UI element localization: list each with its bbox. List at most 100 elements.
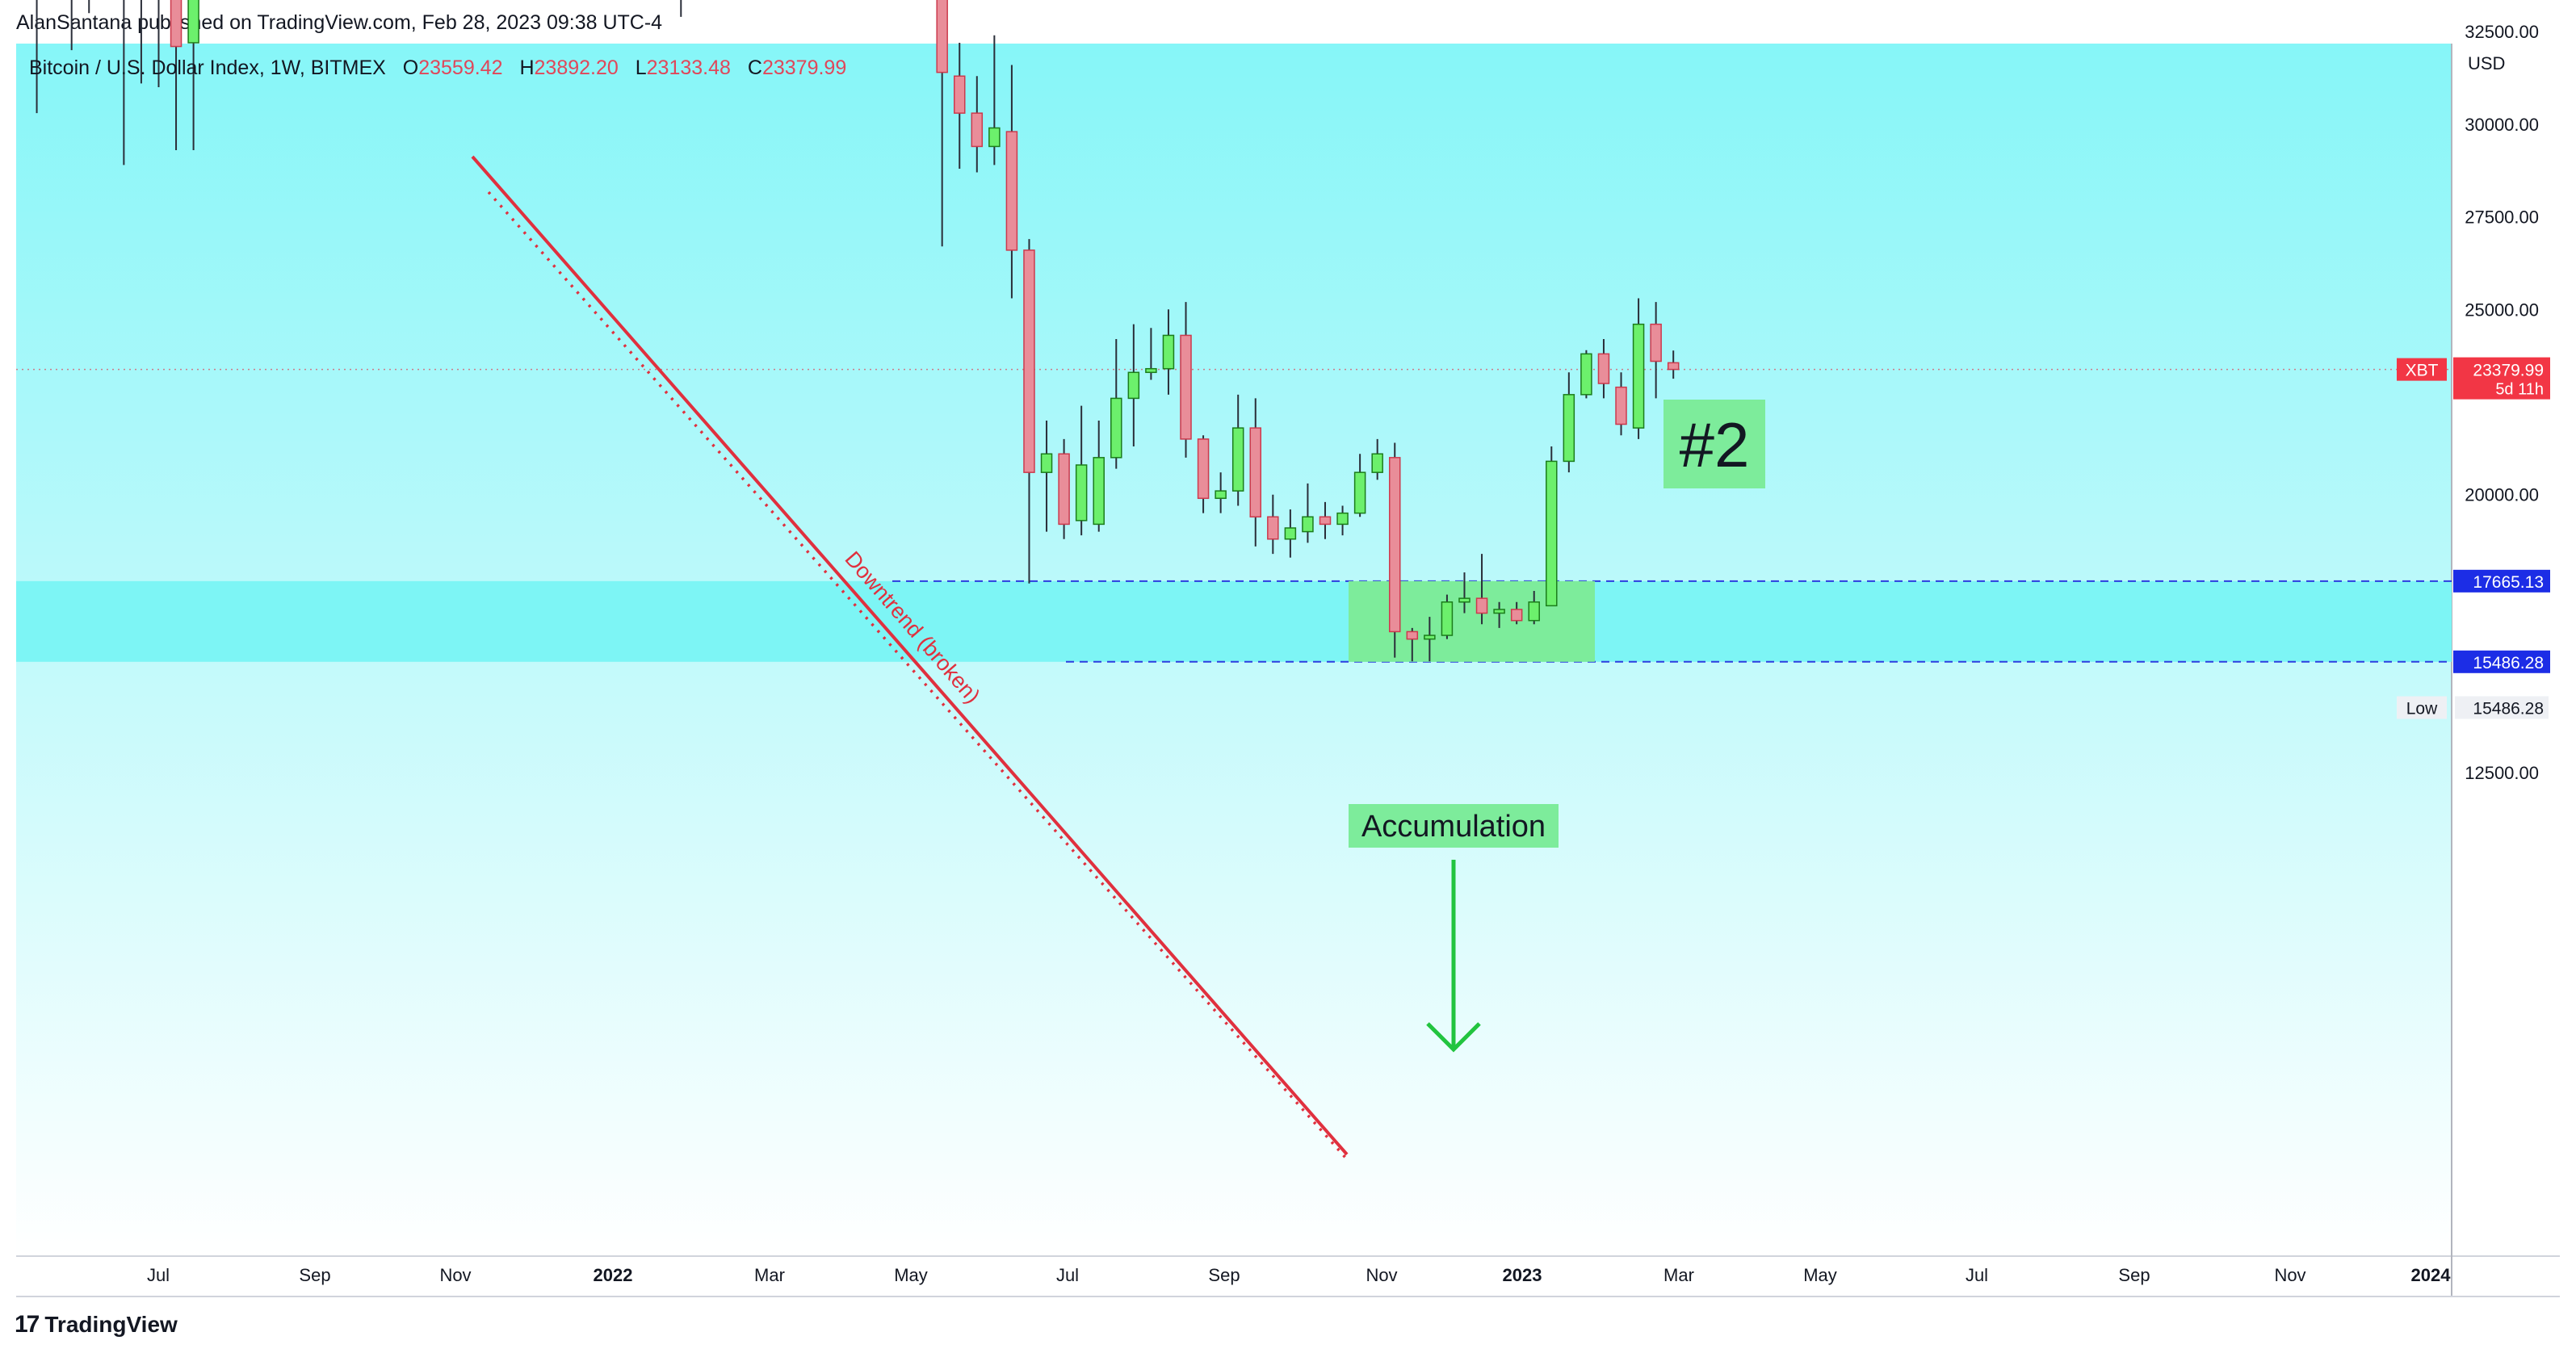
candle-down	[953, 42, 966, 169]
candle-body	[1597, 353, 1610, 384]
x-tick-label: Nov	[439, 1265, 471, 1285]
candle-body	[1650, 323, 1662, 362]
candle-down	[1406, 627, 1419, 662]
candle-body	[1162, 334, 1175, 370]
open-key: O	[402, 57, 419, 79]
y-tick-label: 32500.00	[2465, 22, 2539, 42]
price-tag-value: 15486.28	[2473, 654, 2544, 672]
candle-up	[1563, 372, 1575, 473]
y-tick-label: 27500.00	[2465, 207, 2539, 228]
candle-body	[988, 127, 1001, 148]
x-tick-label: Mar	[1663, 1265, 1694, 1285]
badge-box	[1663, 400, 1765, 488]
tradingview-logo-icon: 17	[15, 1311, 40, 1338]
price-tag-label: XBT	[2406, 362, 2439, 380]
open-value: 23559.42	[418, 57, 503, 79]
tradingview-logo[interactable]: 17 TradingView	[15, 1311, 178, 1338]
x-tick-label: Jul	[147, 1265, 170, 1285]
candle-up	[680, 0, 682, 17]
candle-body	[1458, 597, 1471, 603]
candle-down	[140, 0, 142, 84]
candle-body	[1528, 601, 1540, 622]
candle-up	[1040, 420, 1053, 532]
x-tick-label: Nov	[2274, 1265, 2305, 1285]
candle-up	[1127, 324, 1140, 447]
accumulation-zone	[1349, 580, 1595, 662]
candle-down	[1597, 339, 1610, 399]
price-tag-label-bg	[2397, 696, 2447, 719]
high-value: 23892.20	[534, 57, 619, 79]
candle-body	[1284, 527, 1297, 540]
candle-down	[971, 76, 984, 173]
x-tick-label: Nov	[1366, 1265, 1397, 1285]
candle-up	[988, 35, 1001, 165]
candle-up	[1441, 594, 1454, 639]
candle-up	[1110, 339, 1122, 469]
candle-up	[1371, 438, 1383, 480]
y-tick-label: 20000.00	[2465, 485, 2539, 505]
candle-body	[1231, 427, 1244, 492]
candle-body	[1075, 464, 1088, 522]
candles-layer	[36, 0, 1680, 662]
candle-down	[1249, 398, 1262, 547]
accumulation-label-box	[1349, 804, 1559, 848]
low-key: L	[635, 57, 647, 79]
x-tick-label: 2023	[1503, 1265, 1542, 1285]
x-tick-label: Jul	[1966, 1265, 1988, 1285]
support-zone	[16, 580, 2452, 662]
x-tick-label: 2024	[2411, 1265, 2452, 1285]
symbol-name[interactable]: Bitcoin / U.S. Dollar Index, 1W, BITMEX	[29, 57, 386, 79]
candle-down	[170, 0, 183, 151]
candle-body	[1319, 516, 1332, 526]
candle-up	[1528, 590, 1540, 625]
candle-body	[1302, 516, 1314, 533]
candle-down	[1058, 438, 1070, 539]
candle-body	[1615, 386, 1627, 425]
candle-body	[1353, 471, 1366, 514]
candle-body	[953, 75, 966, 114]
price-tag: Low 15486.28	[2397, 696, 2549, 719]
price-tag-value-bg	[2453, 650, 2550, 673]
accumulation-label: Accumulation	[1361, 810, 1546, 844]
candle-up	[88, 0, 90, 14]
candle-up	[1336, 505, 1349, 536]
y-tick-label: 12500.00	[2465, 763, 2539, 783]
candle-up	[1353, 454, 1366, 517]
price-tag-value: 23379.99	[2473, 362, 2544, 380]
candle-up	[1302, 483, 1314, 543]
x-tick-label: Mar	[754, 1265, 785, 1285]
accumulation-arrow-head	[1426, 1022, 1481, 1053]
candle-up	[1145, 328, 1157, 380]
candle-down	[1667, 350, 1680, 379]
price-tag-value-bg	[2453, 569, 2550, 593]
candle-up	[1093, 420, 1105, 532]
candle-down	[123, 0, 125, 165]
price-tag-countdown: 5d 11h	[2495, 381, 2544, 399]
price-tag-label: Low	[2406, 700, 2438, 718]
candle-body	[1546, 460, 1558, 607]
y-axis: 72500.0070000.0067500.0065000.0062500.00…	[2465, 22, 2539, 783]
candle-body	[1249, 427, 1262, 517]
x-tick-label: Sep	[1208, 1265, 1240, 1285]
candle-up	[1231, 394, 1244, 506]
candle-up	[1580, 350, 1592, 399]
close-key: C	[747, 57, 762, 79]
low-value: 23133.48	[646, 57, 731, 79]
price-tag-value-bg	[2453, 357, 2550, 400]
candle-body	[1145, 367, 1157, 374]
tradingview-brand: TradingView	[44, 1312, 178, 1337]
badge-label: #2	[1680, 409, 1750, 480]
x-tick-label: 2022	[594, 1265, 633, 1285]
y-tick-label: 30000.00	[2465, 115, 2539, 135]
x-tick-label: Jul	[1056, 1265, 1079, 1285]
price-tag-label-bg	[2397, 358, 2447, 381]
candle-down	[1005, 65, 1018, 299]
candle-down	[1267, 494, 1279, 555]
candle-up	[1632, 298, 1645, 439]
candle-body	[1580, 353, 1592, 396]
x-tick-label: May	[894, 1265, 928, 1285]
candle-down	[1319, 501, 1332, 539]
candle-up	[1075, 405, 1088, 536]
candle-body	[1197, 438, 1210, 500]
